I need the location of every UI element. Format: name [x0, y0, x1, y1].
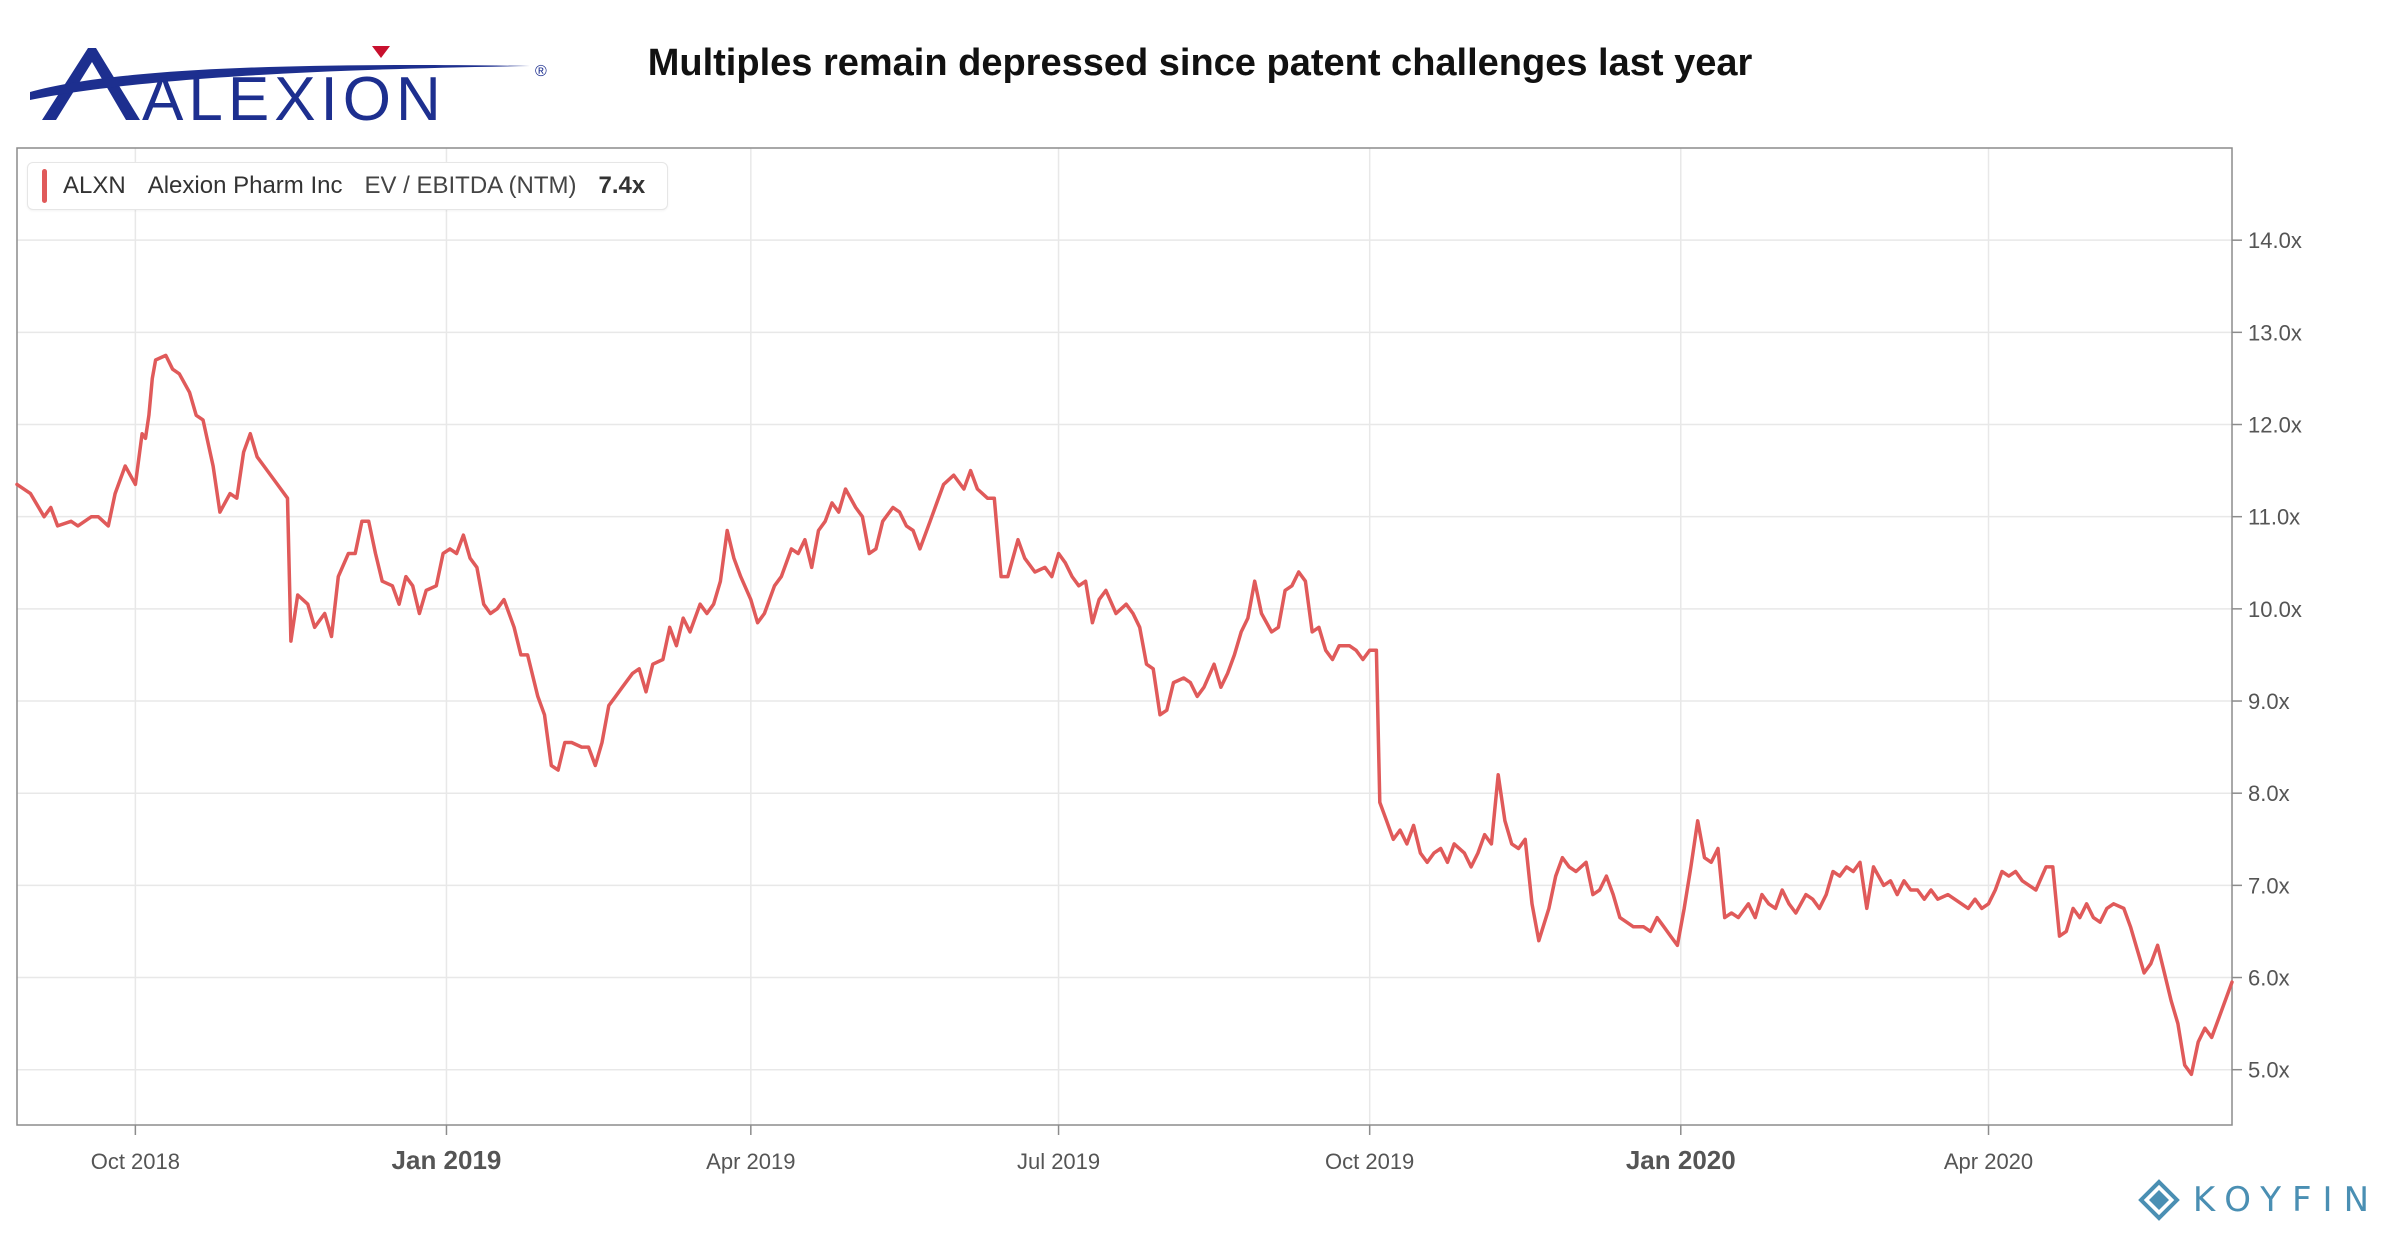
- y-tick-label: 9.0x: [2248, 689, 2290, 714]
- y-tick-label: 7.0x: [2248, 873, 2290, 898]
- chart-title: Multiples remain depressed since patent …: [647, 42, 1753, 84]
- legend: ALXN Alexion Pharm Inc EV / EBITDA (NTM)…: [27, 162, 669, 210]
- y-tick-label: 10.0x: [2248, 597, 2302, 622]
- x-tick-label: Jul 2019: [1017, 1149, 1100, 1174]
- y-tick-label: 5.0x: [2248, 1058, 2290, 1083]
- koyfin-wordmark: KOYFIN: [2192, 1180, 2380, 1220]
- x-tick-label: Oct 2018: [91, 1149, 180, 1174]
- logo-red-accent: [372, 46, 390, 58]
- legend-swatch: [42, 169, 47, 203]
- grid-lines: [17, 148, 2232, 1125]
- legend-value: 7.4x: [598, 172, 646, 199]
- y-tick-label: 11.0x: [2248, 505, 2300, 530]
- series-layer: [15, 353, 2234, 1077]
- x-tick-label: Jan 2019: [392, 1145, 502, 1175]
- alexion-logo: ALEXION ®: [30, 46, 547, 130]
- legend-company: Alexion Pharm Inc: [147, 172, 343, 199]
- logo-a-mark: [42, 48, 140, 120]
- series-line: [15, 353, 2234, 1077]
- y-tick-label: 12.0x: [2248, 413, 2302, 438]
- x-tick-label: Oct 2019: [1325, 1149, 1414, 1174]
- axes: [16, 147, 2242, 1135]
- x-tick-label: Apr 2020: [1944, 1149, 2033, 1174]
- y-tick-label: 14.0x: [2248, 228, 2302, 253]
- x-tick-label: Apr 2019: [706, 1149, 795, 1174]
- y-tick-label: 13.0x: [2248, 320, 2302, 345]
- logo-registered-mark: ®: [535, 63, 547, 80]
- y-tick-label: 8.0x: [2248, 781, 2290, 806]
- koyfin-logo-icon: [2138, 1179, 2180, 1221]
- plot-frame: [16, 147, 2233, 1126]
- logo-text: ALEXION: [142, 65, 446, 130]
- legend-ticker: ALXN: [63, 172, 126, 199]
- logo-swoosh: [30, 65, 530, 100]
- tick-labels: 5.0x 6.0x 7.0x 8.0x 9.0x 10.0x 11.0x 12.0x 13.0x…: [91, 228, 2302, 1175]
- y-tick-label: 6.0x: [2248, 966, 2290, 991]
- koyfin-watermark: KOYFIN: [2137, 1178, 2380, 1222]
- legend-metric: EV / EBITDA (NTM): [364, 172, 577, 199]
- x-tick-label: Jan 2020: [1626, 1145, 1736, 1175]
